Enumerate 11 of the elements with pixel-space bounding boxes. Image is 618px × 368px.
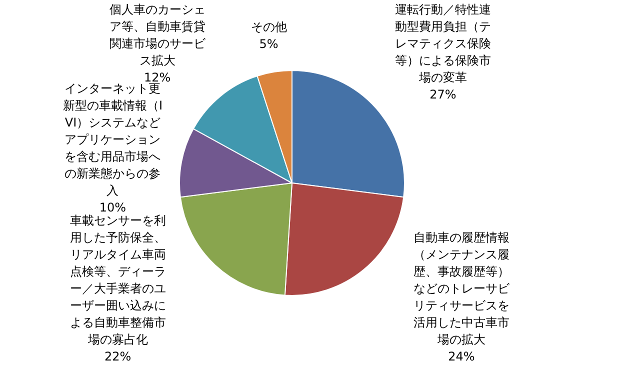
data-label: 27% [430,88,456,102]
slice-label: 自動車の履歴情報（メンテナンス履歴、事故履歴等）などのトレーサビリティサービスを活用した中古車市場の拡大 [413,230,510,347]
slice-label: インターネット更新型の車載情報（IVI）システムなどアプリケーションを含む用品市場への新業態からの参入 [62,81,163,198]
data-label: 22% [104,350,132,364]
slice-label: 運転行動／特性連動型費用負担（テレマティクス保険等）による保険市場の変革 [394,2,491,85]
data-label: 24% [448,350,475,364]
slice-label: 個人車のカーシェア等、自動車賃貸関連市場のサービス拡大 [109,2,206,68]
slice-label: 車載センサーを利用した予防保全、リアルタイム車両点検等、ディーラー／大手業者のユーザー囲い込みによる自動車整備市場の寡占化 [70,214,166,347]
data-label: 10% [99,200,126,214]
slice-label: その他 [250,20,287,34]
data-label: 5% [259,36,278,51]
